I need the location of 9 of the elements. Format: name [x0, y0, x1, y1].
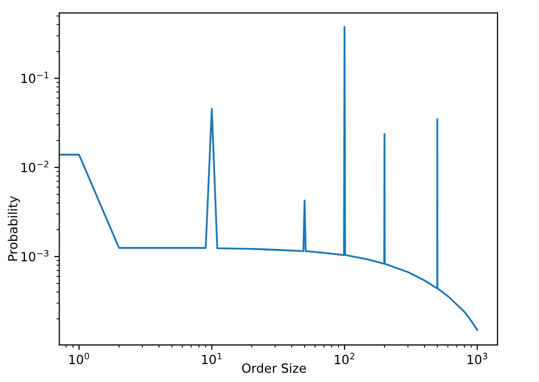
x-tick-label: 10$^{1}$ — [202, 352, 222, 364]
y-axis-title: Probability — [8, 196, 20, 261]
x-tick-label: 10$^{3}$ — [468, 352, 488, 364]
y-tick-label: 10$^{−3}$ — [22, 250, 48, 262]
x-tick-label: 10$^{0}$ — [69, 352, 90, 364]
x-axis-title: Order Size — [242, 363, 306, 373]
y-tick-label: 10$^{−1}$ — [22, 72, 48, 84]
x-tick-label: 10$^{2}$ — [334, 352, 354, 364]
y-tick-label: 10$^{−2}$ — [22, 160, 48, 172]
